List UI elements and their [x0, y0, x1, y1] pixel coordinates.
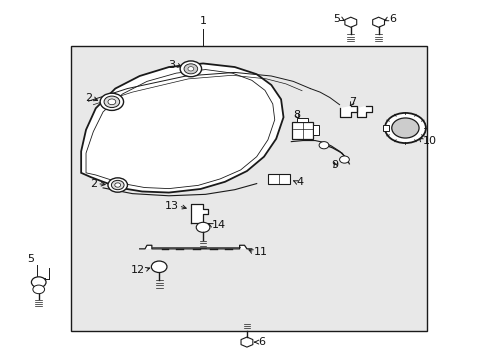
Text: 12: 12 [131, 265, 145, 275]
Bar [297, 118, 307, 122]
Polygon shape [140, 245, 251, 249]
Circle shape [31, 277, 46, 288]
Polygon shape [356, 107, 371, 117]
Circle shape [319, 141, 328, 149]
Text: 2: 2 [85, 93, 92, 103]
Text: 11: 11 [254, 247, 268, 257]
Text: 6: 6 [388, 14, 395, 24]
Text: 13: 13 [164, 201, 178, 211]
Text: 14: 14 [211, 220, 225, 230]
Circle shape [339, 156, 348, 163]
Polygon shape [81, 63, 283, 193]
Circle shape [180, 61, 201, 77]
Text: 4: 4 [296, 177, 303, 187]
Circle shape [104, 96, 120, 108]
Text: 3: 3 [168, 59, 175, 69]
Bar [292, 122, 312, 139]
Text: 10: 10 [422, 136, 436, 146]
Circle shape [108, 178, 127, 192]
Bar [383, 126, 388, 131]
Text: 5: 5 [27, 254, 35, 264]
Circle shape [111, 180, 124, 190]
Circle shape [384, 113, 425, 143]
Bar [267, 174, 290, 184]
Text: 5: 5 [333, 14, 340, 24]
Text: 6: 6 [258, 337, 264, 347]
Circle shape [391, 118, 418, 138]
Circle shape [100, 93, 123, 111]
Text: 9: 9 [331, 160, 338, 170]
Bar [312, 125, 318, 135]
Circle shape [115, 183, 121, 187]
Circle shape [33, 285, 44, 294]
Polygon shape [190, 204, 207, 223]
Polygon shape [339, 107, 356, 117]
Circle shape [183, 64, 197, 74]
Bar [71, 45, 427, 330]
Text: 7: 7 [348, 97, 356, 107]
Text: 8: 8 [293, 111, 300, 121]
Circle shape [151, 261, 166, 273]
Text: 2: 2 [90, 179, 97, 189]
Circle shape [187, 67, 193, 71]
Circle shape [108, 99, 116, 105]
Circle shape [196, 222, 209, 232]
Text: 1: 1 [199, 16, 206, 26]
